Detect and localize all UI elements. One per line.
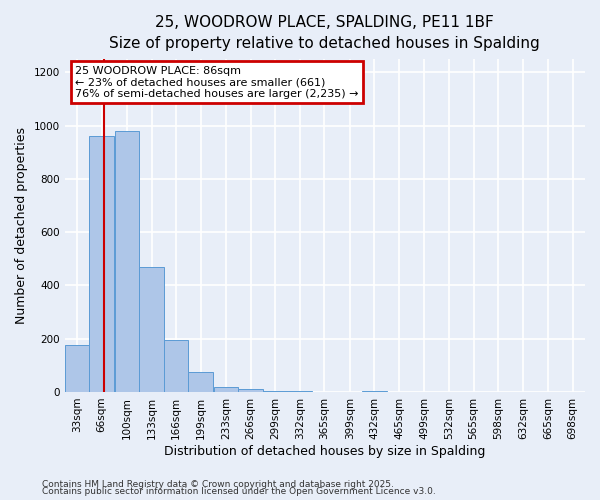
- Title: 25, WOODROW PLACE, SPALDING, PE11 1BF
Size of property relative to detached hous: 25, WOODROW PLACE, SPALDING, PE11 1BF Si…: [109, 15, 540, 51]
- Bar: [362, 390, 387, 392]
- Bar: [164, 340, 188, 392]
- Text: 25 WOODROW PLACE: 86sqm
← 23% of detached houses are smaller (661)
76% of semi-d: 25 WOODROW PLACE: 86sqm ← 23% of detache…: [75, 66, 359, 99]
- Bar: [238, 390, 263, 392]
- Bar: [89, 136, 114, 392]
- Bar: [115, 131, 139, 392]
- Text: Contains public sector information licensed under the Open Government Licence v3: Contains public sector information licen…: [42, 487, 436, 496]
- Bar: [65, 344, 89, 392]
- X-axis label: Distribution of detached houses by size in Spalding: Distribution of detached houses by size …: [164, 444, 485, 458]
- Text: Contains HM Land Registry data © Crown copyright and database right 2025.: Contains HM Land Registry data © Crown c…: [42, 480, 394, 489]
- Y-axis label: Number of detached properties: Number of detached properties: [15, 127, 28, 324]
- Bar: [139, 267, 164, 392]
- Bar: [263, 390, 287, 392]
- Bar: [214, 386, 238, 392]
- Bar: [188, 372, 213, 392]
